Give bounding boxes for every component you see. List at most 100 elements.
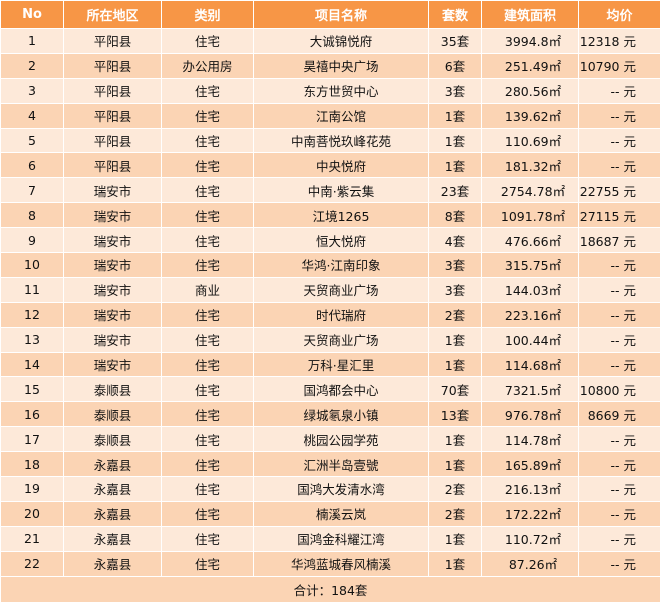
- table-row: 21 永嘉县 住宅 国鸿金科耀江湾 1套 110.72㎡ -- 元: [0, 525, 660, 552]
- cell-project-name: 国鸿大发清水湾: [253, 476, 429, 502]
- cell-no: 8: [0, 202, 64, 229]
- cell-units: 1套: [428, 127, 482, 154]
- table-row: 9 瑞安市 住宅 恒大悦府 4套 476.66㎡ 18687 元: [0, 227, 660, 254]
- cell-category: 住宅: [161, 426, 254, 453]
- cell-avg-price: -- 元: [578, 152, 660, 179]
- cell-region: 泰顺县: [63, 401, 162, 428]
- cell-units: 1套: [428, 525, 482, 552]
- header-project-name: 项目名称: [253, 0, 429, 29]
- cell-units: 1套: [428, 550, 482, 577]
- cell-units: 2套: [428, 476, 482, 502]
- cell-units: 1套: [428, 426, 482, 453]
- table-row: 3 平阳县 住宅 东方世贸中心 3套 280.56㎡ -- 元: [0, 77, 660, 104]
- table-row: 19 永嘉县 住宅 国鸿大发清水湾 2套 216.13㎡ -- 元: [0, 476, 660, 502]
- cell-no: 4: [0, 102, 64, 129]
- cell-category: 住宅: [161, 252, 254, 278]
- cell-project-name: 中央悦府: [253, 152, 429, 179]
- cell-floor-area: 100.44㎡: [481, 326, 579, 353]
- cell-project-name: 国鸿金科耀江湾: [253, 525, 429, 552]
- cell-avg-price: -- 元: [578, 77, 660, 104]
- cell-region: 永嘉县: [63, 525, 162, 552]
- cell-units: 2套: [428, 301, 482, 328]
- cell-avg-price: -- 元: [578, 525, 660, 552]
- cell-no: 19: [0, 476, 64, 502]
- cell-units: 3套: [428, 77, 482, 104]
- cell-category: 住宅: [161, 500, 254, 527]
- cell-region: 永嘉县: [63, 500, 162, 527]
- cell-units: 3套: [428, 252, 482, 278]
- cell-floor-area: 181.32㎡: [481, 152, 579, 179]
- cell-no: 10: [0, 252, 64, 278]
- cell-floor-area: 223.16㎡: [481, 301, 579, 328]
- cell-units: 6套: [428, 52, 482, 79]
- table-row: 14 瑞安市 住宅 万科·星汇里 1套 114.68㎡ -- 元: [0, 351, 660, 378]
- cell-category: 住宅: [161, 202, 254, 229]
- cell-avg-price: 22755 元: [578, 177, 660, 204]
- cell-region: 永嘉县: [63, 550, 162, 577]
- cell-region: 瑞安市: [63, 202, 162, 229]
- table-row: 22 永嘉县 住宅 华鸿蓝城春风楠溪 1套 87.26㎡ -- 元: [0, 550, 660, 577]
- header-floor-area: 建筑面积: [481, 0, 579, 29]
- cell-category: 住宅: [161, 301, 254, 328]
- table-row: 15 泰顺县 住宅 国鸿都会中心 70套 7321.5㎡ 10800 元: [0, 376, 660, 403]
- cell-no: 3: [0, 77, 64, 104]
- cell-units: 13套: [428, 401, 482, 428]
- cell-region: 平阳县: [63, 77, 162, 104]
- table-row: 4 平阳县 住宅 江南公馆 1套 139.62㎡ -- 元: [0, 102, 660, 129]
- cell-category: 住宅: [161, 376, 254, 403]
- cell-project-name: 汇洲半岛壹號: [253, 451, 429, 478]
- cell-floor-area: 1091.78㎡: [481, 202, 579, 229]
- cell-no: 20: [0, 500, 64, 527]
- cell-category: 住宅: [161, 102, 254, 129]
- cell-region: 瑞安市: [63, 351, 162, 378]
- cell-region: 瑞安市: [63, 177, 162, 204]
- cell-region: 泰顺县: [63, 426, 162, 453]
- table-row: 13 瑞安市 住宅 天贸商业广场 1套 100.44㎡ -- 元: [0, 326, 660, 353]
- cell-project-name: 华鸿蓝城春风楠溪: [253, 550, 429, 577]
- cell-avg-price: 10800 元: [578, 376, 660, 403]
- cell-avg-price: -- 元: [578, 326, 660, 353]
- table-row: 11 瑞安市 商业 天贸商业广场 3套 144.03㎡ -- 元: [0, 276, 660, 303]
- cell-region: 平阳县: [63, 152, 162, 179]
- cell-region: 平阳县: [63, 127, 162, 154]
- cell-project-name: 绿城氡泉小镇: [253, 401, 429, 428]
- cell-region: 瑞安市: [63, 276, 162, 303]
- cell-no: 18: [0, 451, 64, 478]
- cell-avg-price: -- 元: [578, 426, 660, 453]
- cell-project-name: 中南·紫云集: [253, 177, 429, 204]
- cell-avg-price: 10790 元: [578, 52, 660, 79]
- header-category: 类别: [161, 0, 254, 29]
- cell-region: 平阳县: [63, 28, 162, 54]
- cell-no: 2: [0, 52, 64, 79]
- cell-no: 21: [0, 525, 64, 552]
- cell-region: 瑞安市: [63, 301, 162, 328]
- cell-floor-area: 165.89㎡: [481, 451, 579, 478]
- total-row: 合计：184套: [0, 575, 660, 603]
- cell-floor-area: 251.49㎡: [481, 52, 579, 79]
- cell-category: 住宅: [161, 227, 254, 254]
- cell-project-name: 大诚锦悦府: [253, 28, 429, 54]
- cell-category: 办公用房: [161, 52, 254, 79]
- cell-floor-area: 144.03㎡: [481, 276, 579, 303]
- cell-category: 住宅: [161, 476, 254, 502]
- cell-category: 住宅: [161, 451, 254, 478]
- cell-category: 住宅: [161, 326, 254, 353]
- cell-floor-area: 114.68㎡: [481, 351, 579, 378]
- header-row: No 所在地区 类别 项目名称 套数 建筑面积 均价: [0, 0, 660, 29]
- cell-avg-price: 18687 元: [578, 227, 660, 254]
- cell-floor-area: 315.75㎡: [481, 252, 579, 278]
- cell-project-name: 东方世贸中心: [253, 77, 429, 104]
- cell-project-name: 中南菩悦玖峰花苑: [253, 127, 429, 154]
- header-units: 套数: [428, 0, 482, 29]
- total-units: 合计：184套: [0, 575, 660, 603]
- cell-category: 住宅: [161, 152, 254, 179]
- table-row: 6 平阳县 住宅 中央悦府 1套 181.32㎡ -- 元: [0, 152, 660, 179]
- cell-floor-area: 110.69㎡: [481, 127, 579, 154]
- table-row: 5 平阳县 住宅 中南菩悦玖峰花苑 1套 110.69㎡ -- 元: [0, 127, 660, 154]
- cell-category: 住宅: [161, 550, 254, 577]
- cell-no: 15: [0, 376, 64, 403]
- cell-no: 22: [0, 550, 64, 577]
- cell-category: 住宅: [161, 401, 254, 428]
- cell-no: 16: [0, 401, 64, 428]
- cell-no: 6: [0, 152, 64, 179]
